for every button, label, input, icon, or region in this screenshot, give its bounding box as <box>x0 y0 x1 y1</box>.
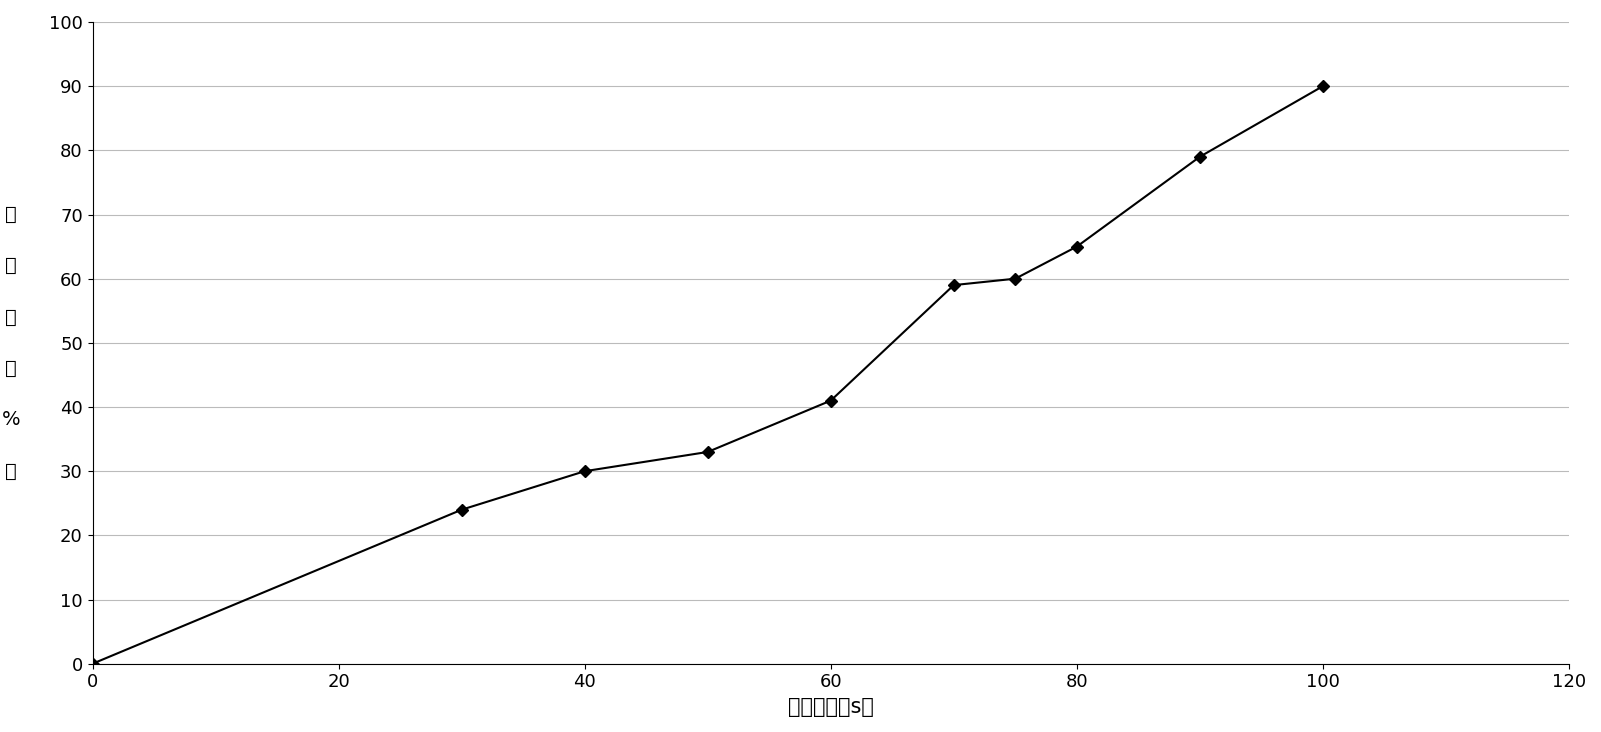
Text: （: （ <box>5 359 18 378</box>
Text: 致: 致 <box>5 205 18 224</box>
Text: ）: ） <box>5 462 18 481</box>
Text: %: % <box>2 411 21 430</box>
Text: 率: 率 <box>5 307 18 326</box>
X-axis label: 辐照时间（s）: 辐照时间（s） <box>788 697 874 717</box>
Text: 死: 死 <box>5 256 18 275</box>
